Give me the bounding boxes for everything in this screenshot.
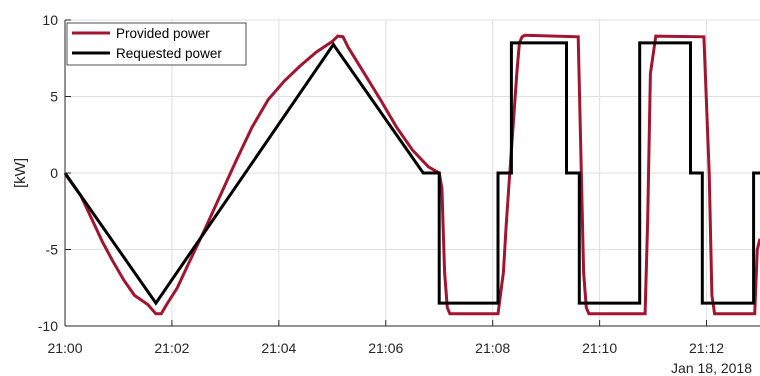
series-line-requested-power — [63, 41, 760, 306]
y-axis-label: [kW] — [12, 158, 29, 188]
x-tick-label: 21:00 — [47, 340, 82, 356]
y-tick-label: 0 — [50, 165, 58, 181]
date-label: Jan 18, 2018 — [671, 360, 752, 376]
x-tick-label: 21:10 — [582, 340, 617, 356]
legend: Provided power Requested power — [66, 22, 247, 66]
x-tick-label: 21:12 — [689, 340, 724, 356]
y-tick-label: -10 — [38, 318, 58, 334]
x-tick-label: 21:08 — [475, 340, 510, 356]
series-lines — [63, 33, 760, 316]
grid-lines — [64, 19, 760, 327]
y-tick-label: -5 — [46, 242, 59, 258]
y-tick-label: 5 — [50, 89, 58, 105]
legend-label-requested-power: Requested power — [116, 46, 222, 61]
x-tick-label: 21:02 — [154, 340, 189, 356]
x-tick-label: 21:06 — [368, 340, 403, 356]
series-line-provided-power — [63, 33, 760, 316]
axis-ticks: 21:00 21:02 21:04 21:06 21:08 21:10 21:12 10 5 0 -… — [38, 12, 724, 356]
y-tick-label: 10 — [42, 12, 58, 28]
legend-label-provided-power: Provided power — [116, 26, 210, 41]
legend-box — [66, 22, 247, 66]
x-tick-label: 21:04 — [261, 340, 296, 356]
